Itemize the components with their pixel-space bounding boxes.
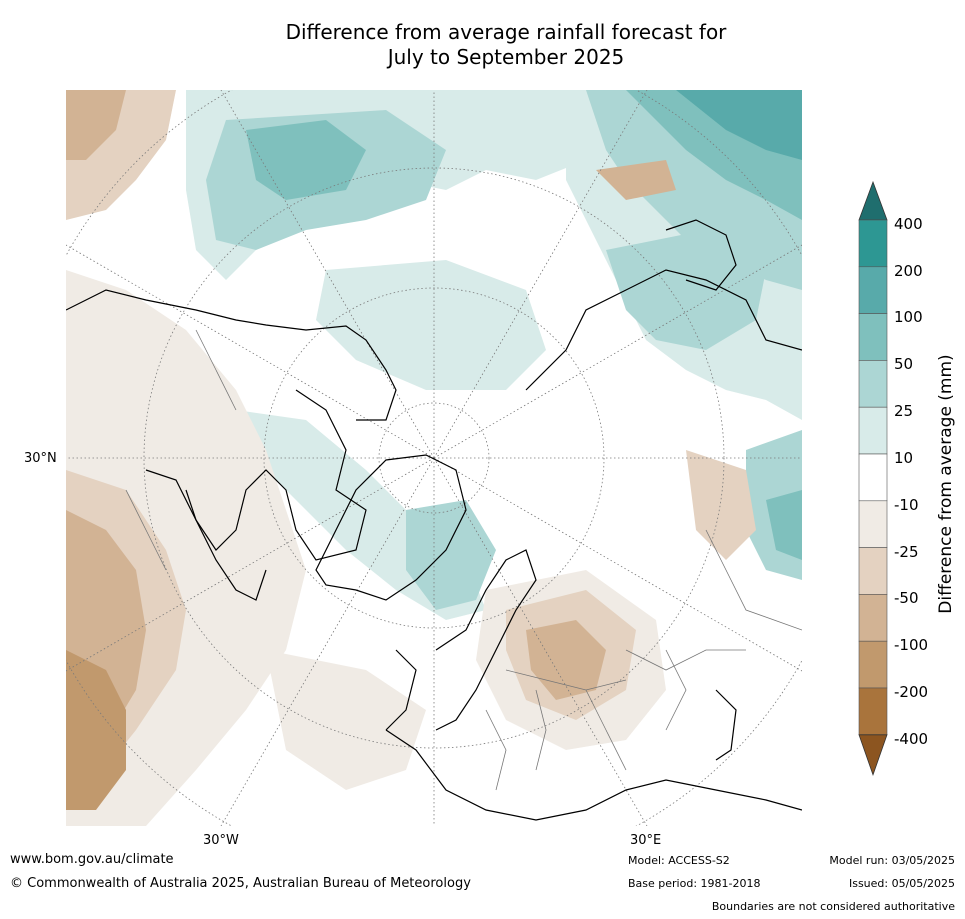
coast-caspian bbox=[715, 689, 737, 761]
coast-hudson bbox=[145, 469, 267, 601]
title-line-1: Difference from average rainfall forecas… bbox=[285, 20, 727, 44]
colorbar-extend-max bbox=[858, 180, 888, 221]
colorbar-segment bbox=[858, 453, 888, 502]
colorbar-segment bbox=[858, 500, 888, 548]
rainfall-anomaly-fills bbox=[66, 90, 802, 826]
coast-alaska bbox=[66, 289, 397, 421]
colorbar-tick: -400 bbox=[894, 730, 929, 748]
colorbar-tick: -50 bbox=[894, 589, 919, 607]
colorbar-segment bbox=[858, 547, 888, 595]
dry-area-atlantic bbox=[266, 650, 426, 790]
graticule bbox=[66, 90, 802, 826]
colorbar-tick: 200 bbox=[894, 262, 923, 280]
wet-area-alaska-strong bbox=[246, 120, 366, 200]
base-period-text: Base period: 1981-2018 bbox=[628, 877, 761, 890]
coast-europe-south bbox=[385, 729, 802, 821]
colorbar-tick: 50 bbox=[894, 355, 914, 373]
colorbar-segment bbox=[858, 219, 888, 268]
coast-canada-arctic bbox=[185, 389, 367, 561]
issued-text: Issued: 05/05/2025 bbox=[848, 877, 955, 890]
colorbar-axis-label: Difference from average (mm) bbox=[936, 354, 956, 614]
lon-label-30w: 30°W bbox=[203, 833, 239, 848]
coast-siberia bbox=[525, 269, 802, 391]
country-borders bbox=[125, 329, 802, 791]
colorbar-tick: 400 bbox=[894, 215, 923, 233]
wet-area-siberia-heavy bbox=[676, 90, 802, 160]
copyright-text: © Commonwealth of Australia 2025, Austra… bbox=[10, 876, 471, 891]
dry-area-america-west bbox=[66, 650, 126, 810]
dry-area-alaska-west-strong bbox=[66, 90, 126, 160]
polar-map[interactable] bbox=[66, 90, 802, 826]
colorbar-tick: -25 bbox=[894, 543, 919, 561]
wet-area-arctic bbox=[316, 260, 546, 390]
chart-title: Difference from average rainfall forecas… bbox=[66, 20, 946, 70]
colorbar-tick: -100 bbox=[894, 636, 929, 654]
colorbar-segment bbox=[858, 313, 888, 361]
dry-area-east-siberia bbox=[596, 160, 676, 200]
wet-area-far-east bbox=[606, 230, 766, 350]
colorbar-tick: 100 bbox=[894, 308, 923, 326]
colorbar-tick: -200 bbox=[894, 683, 929, 701]
model-run-text: Model run: 03/05/2025 bbox=[829, 854, 955, 867]
colorbar-extend-min bbox=[858, 734, 888, 777]
coastlines bbox=[66, 219, 802, 821]
colorbar-segment bbox=[858, 266, 888, 314]
wet-area-norway bbox=[406, 500, 496, 610]
wet-area-central-asia-strong bbox=[766, 490, 802, 560]
lat-label-30n: 30°N bbox=[24, 451, 57, 466]
colorbar-tick: 25 bbox=[894, 402, 914, 420]
dry-area-central-asia bbox=[686, 450, 756, 560]
colorbar-segment bbox=[858, 406, 888, 455]
model-text: Model: ACCESS-S2 bbox=[628, 854, 730, 867]
lon-label-30e: 30°E bbox=[630, 833, 662, 848]
colorbar-segment bbox=[858, 360, 888, 408]
title-line-2: July to September 2025 bbox=[387, 45, 625, 69]
colorbar-tick: 10 bbox=[894, 449, 914, 467]
colorbar-segment bbox=[858, 687, 888, 736]
coast-west-europe bbox=[385, 649, 417, 731]
colorbar-segment bbox=[858, 594, 888, 642]
colorbar-segment bbox=[858, 640, 888, 689]
coast-greenland bbox=[315, 454, 467, 601]
website-link[interactable]: www.bom.gov.au/climate bbox=[10, 852, 174, 867]
colorbar bbox=[858, 180, 888, 777]
coast-kamchatka bbox=[665, 219, 737, 291]
coast-norway bbox=[435, 549, 537, 731]
disclaimer-text: Boundaries are not considered authoritat… bbox=[711, 900, 955, 913]
colorbar-tick: -10 bbox=[894, 496, 919, 514]
